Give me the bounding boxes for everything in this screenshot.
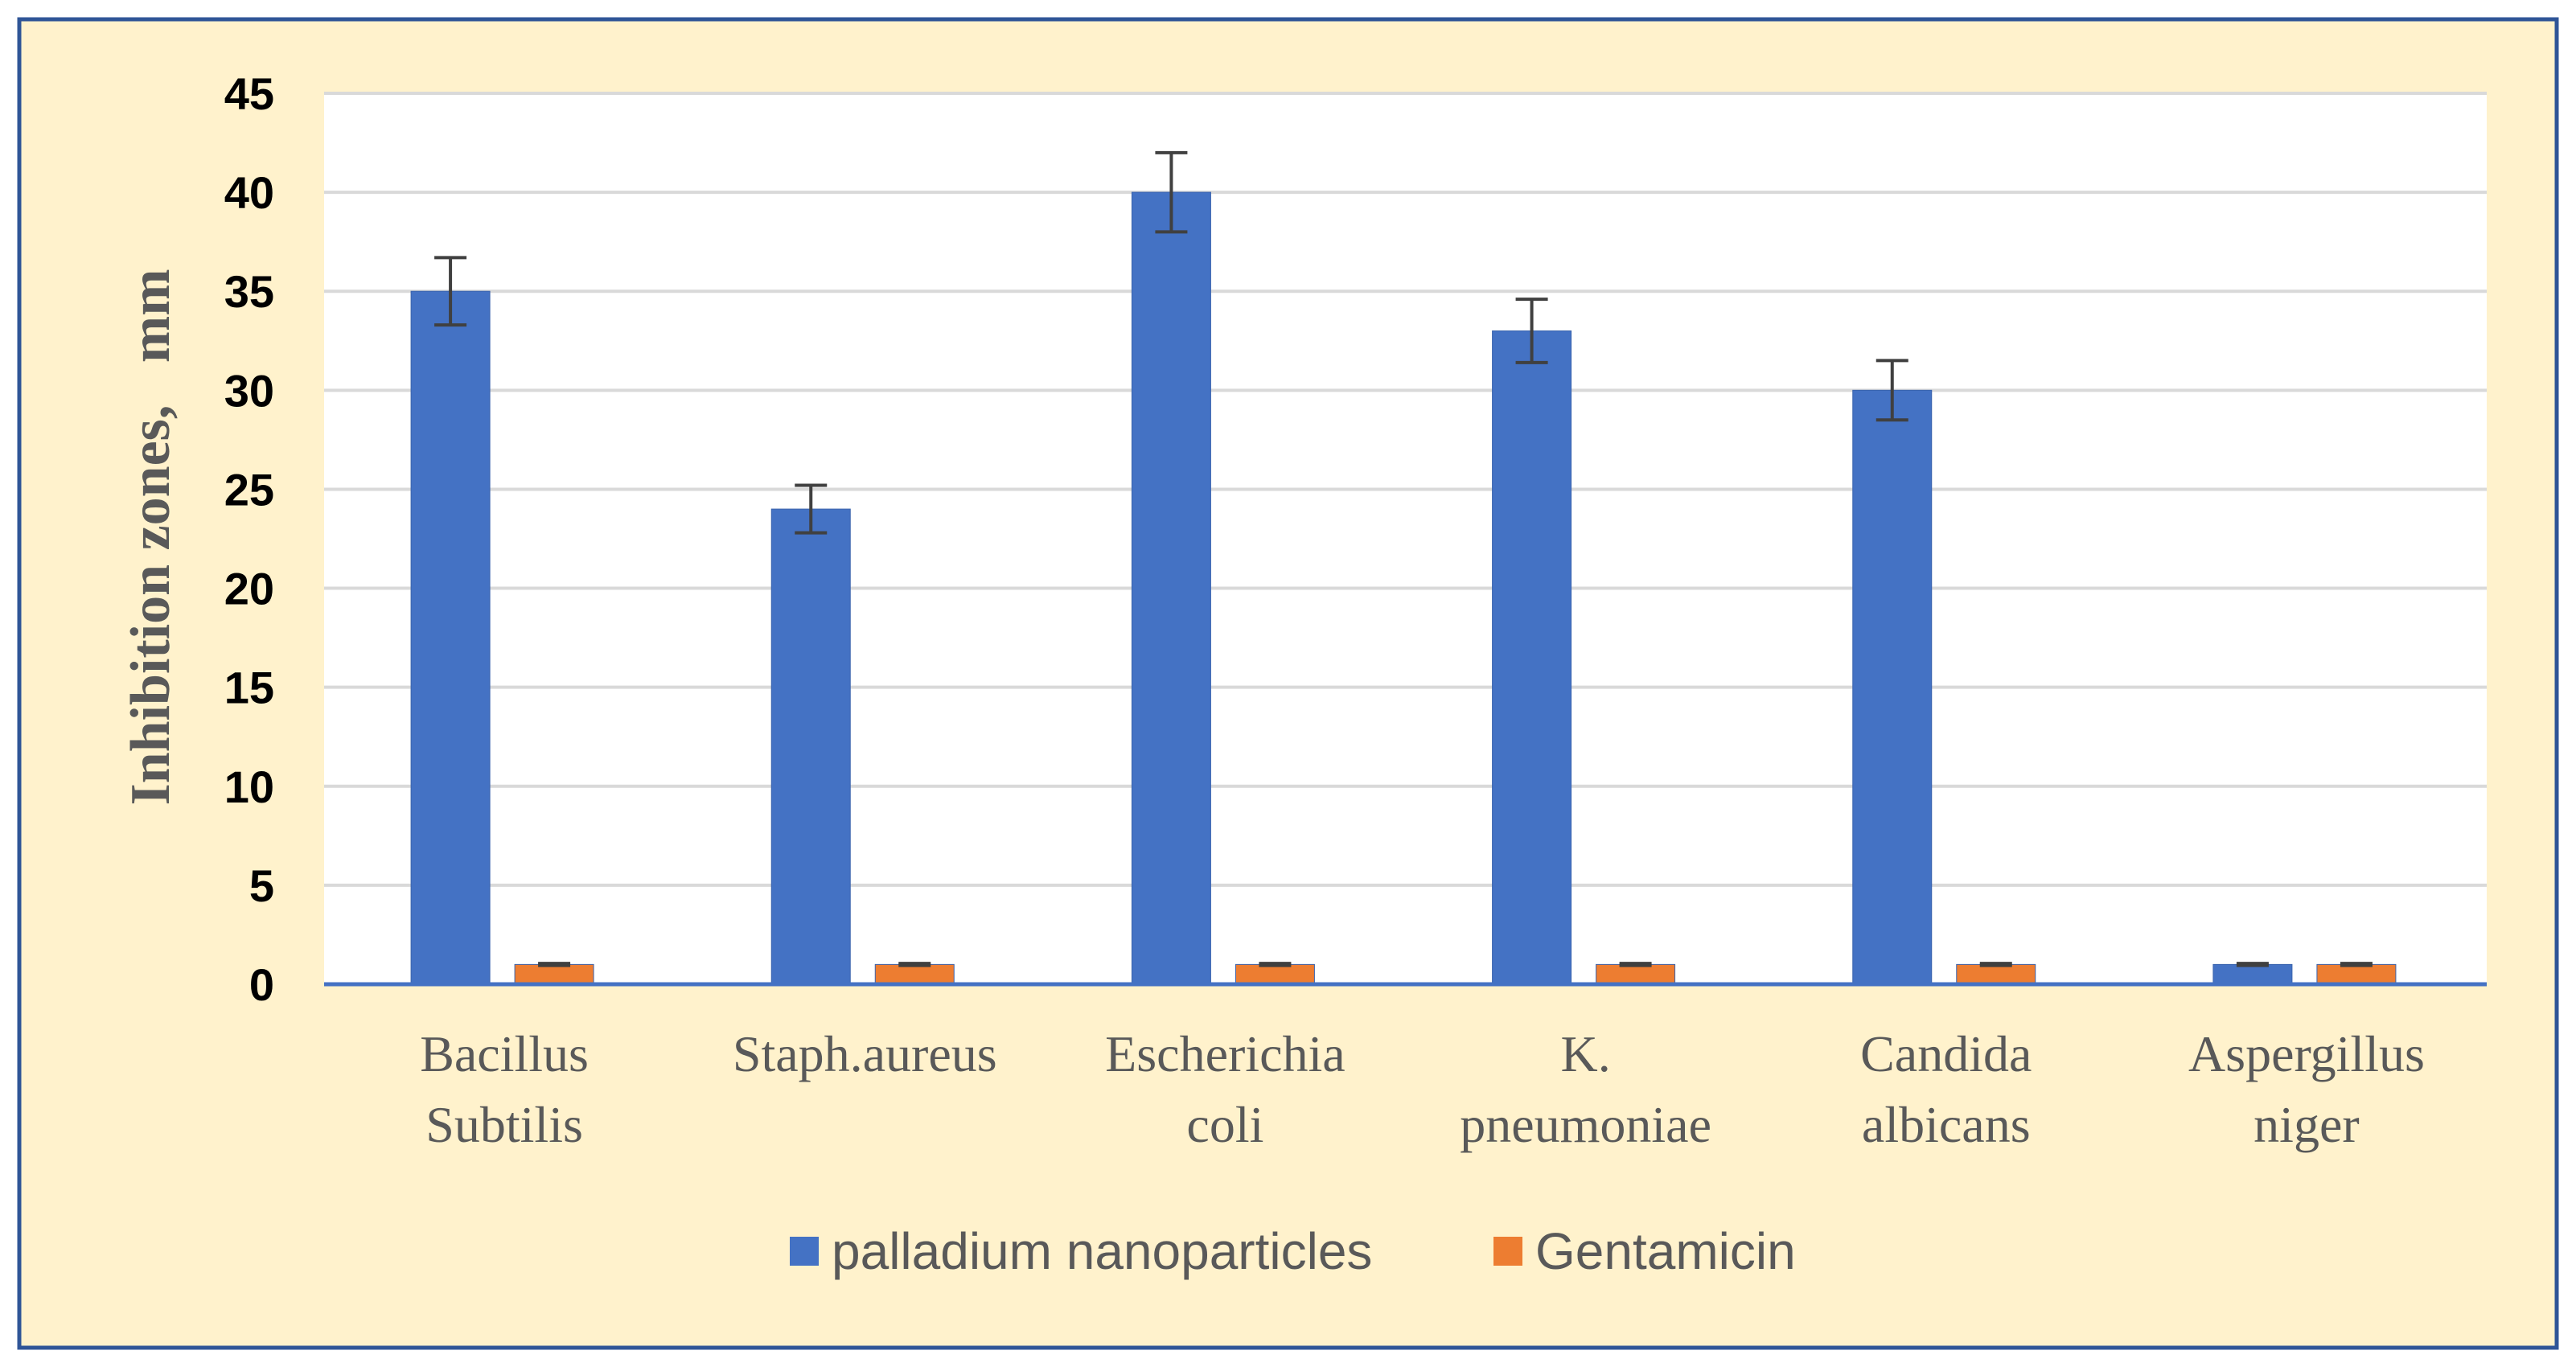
category-label-line: coli: [1186, 1096, 1263, 1153]
category-label-line: Escherichia: [1105, 1025, 1346, 1082]
bar-gentamicin-0: [514, 963, 594, 985]
bar-gentamicin-3: [1596, 963, 1676, 985]
y-tick-label: 40: [224, 167, 274, 218]
error-bar: [2340, 962, 2373, 967]
error-bar: [1876, 359, 1908, 422]
category-label-line: Candida: [1860, 1025, 2032, 1082]
category-label: K. pneumoniae: [1460, 1025, 1711, 1153]
bar-gentamicin-1: [874, 963, 955, 985]
category-label-line: K.: [1560, 1025, 1610, 1082]
y-tick-label: 10: [224, 761, 274, 812]
category-label-line: Subtilis: [425, 1096, 583, 1153]
error-bar: [1155, 150, 1188, 234]
error-bar: [2236, 962, 2269, 967]
category-label: Candida albicans: [1860, 1025, 2032, 1153]
bar-palladium-4: [1852, 389, 1933, 985]
y-tick-label: 0: [249, 959, 274, 1010]
legend-item-palladium: palladium nanoparticles: [790, 1222, 1372, 1280]
y-tick-label: 45: [224, 68, 274, 119]
y-axis-ticks: 0 5 10 15 20 25 30 35 40 45: [224, 68, 274, 1010]
legend-item-gentamicin: Gentamicin: [1493, 1222, 1796, 1280]
gridlines: [324, 92, 2487, 887]
bar-gentamicin-4: [1956, 963, 2036, 985]
plot-area: [324, 93, 2487, 984]
bar-palladium-1: [770, 508, 851, 985]
bar-palladium-2: [1131, 191, 1211, 985]
error-bar: [434, 256, 467, 327]
error-bar: [1259, 962, 1292, 967]
category-label: Aspergillus niger: [2188, 1025, 2425, 1153]
y-tick-label: 5: [249, 860, 274, 911]
category-label: Bacillus Subtilis: [420, 1025, 589, 1153]
category-label-line: Aspergillus: [2188, 1025, 2425, 1082]
y-tick-label: 35: [224, 266, 274, 317]
category-label-line: Staph.aureus: [733, 1025, 997, 1082]
error-bar: [1515, 298, 1548, 364]
category-label: Staph.aureus: [733, 1025, 997, 1082]
legend-swatch: [790, 1237, 819, 1266]
category-label: Escherichia coli: [1105, 1025, 1346, 1153]
legend-label: Gentamicin: [1535, 1222, 1796, 1280]
legend-swatch: [1493, 1237, 1522, 1266]
category-label-line: Bacillus: [420, 1025, 589, 1082]
category-label-line: albicans: [1862, 1096, 2031, 1153]
bar-palladium-3: [1492, 330, 1572, 985]
legend: palladium nanoparticles Gentamicin: [790, 1222, 1796, 1280]
y-tick-label: 20: [224, 564, 274, 614]
error-bar: [1979, 962, 2012, 967]
error-bar: [898, 962, 931, 967]
y-axis-title: Inhibition zones, mm: [120, 269, 182, 805]
error-bar: [538, 962, 571, 967]
bar-gentamicin-5: [2316, 963, 2397, 985]
y-tick-label: 30: [224, 365, 274, 416]
category-label-line: pneumoniae: [1460, 1096, 1711, 1153]
bar-palladium-0: [410, 290, 491, 985]
error-bar: [1619, 962, 1652, 967]
error-bar: [795, 483, 828, 535]
bar-palladium-5: [2212, 963, 2293, 985]
y-tick-label: 15: [224, 663, 274, 713]
category-labels: Bacillus Subtilis Staph.aureus Escherichia c…: [420, 1025, 2425, 1153]
error-bars: [434, 150, 2373, 967]
legend-label: palladium nanoparticles: [832, 1222, 1372, 1280]
category-label-line: niger: [2253, 1096, 2360, 1153]
y-tick-label: 25: [224, 464, 274, 515]
bar-gentamicin-2: [1235, 963, 1315, 985]
bars: [410, 191, 2397, 985]
